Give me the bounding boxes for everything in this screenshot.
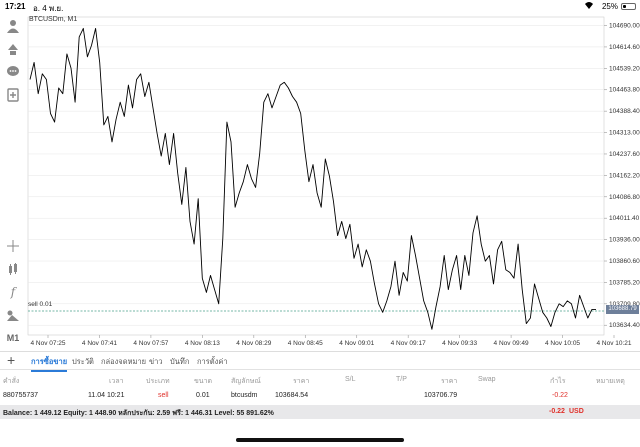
home-indicator <box>236 438 404 442</box>
left-toolbar: f M1 <box>0 14 26 351</box>
col-tp: T/P <box>396 376 407 383</box>
profit-currency: USD <box>569 408 584 415</box>
status-bar: 17:21 อ. 4 พ.ย. 25% <box>0 0 640 14</box>
x-tick-label: 4 Nov 07:57 <box>133 340 168 347</box>
y-tick-label: 104614.60 <box>609 44 640 51</box>
x-tick-label: 4 Nov 09:33 <box>442 340 477 347</box>
x-tick-label: 4 Nov 09:49 <box>494 340 529 347</box>
y-tick-label: 103634.40 <box>609 322 640 329</box>
y-tick-label: 104388.40 <box>609 108 640 115</box>
y-tick-label: 104463.80 <box>609 87 640 94</box>
user-icon[interactable] <box>5 18 21 34</box>
x-tick-label: 4 Nov 10:21 <box>596 340 631 347</box>
x-tick-label: 4 Nov 09:01 <box>339 340 374 347</box>
col-profit: กำไร <box>550 378 566 385</box>
col-symbol: สัญลักษณ์ <box>231 378 261 385</box>
crosshair-icon[interactable] <box>5 238 21 254</box>
toolbox-panel: + การซื้อขาย ประวัติ กล่องจดหมาย ข่าว บั… <box>0 351 640 447</box>
y-tick-label: 103709.80 <box>609 301 640 308</box>
col-type: ประเภท <box>146 378 170 385</box>
x-tick-label: 4 Nov 08:13 <box>185 340 220 347</box>
x-tick-label: 4 Nov 08:45 <box>288 340 323 347</box>
chart-symbol-label: BTCUSDm, M1 <box>29 16 78 23</box>
y-tick-label: 104011.40 <box>609 215 640 222</box>
x-tick-label: 4 Nov 10:05 <box>545 340 580 347</box>
wifi-icon <box>584 1 594 12</box>
tab-news[interactable]: ข่าว <box>149 357 163 366</box>
new-order-icon[interactable] <box>5 87 21 103</box>
order-time[interactable]: 11.04 10:21 <box>88 392 125 399</box>
y-tick-label: 103936.00 <box>609 237 640 244</box>
y-tick-label: 104237.60 <box>609 151 640 158</box>
y-tick-label: 104690.00 <box>609 23 640 30</box>
plot-frame <box>27 16 605 336</box>
y-tick-label: 104162.20 <box>609 172 640 179</box>
objects-icon[interactable] <box>5 307 21 323</box>
order-profit[interactable]: -0.22 <box>552 392 568 399</box>
battery-level <box>623 5 627 8</box>
tab-trade[interactable]: การซื้อขาย <box>31 356 68 372</box>
battery-icon <box>621 3 636 10</box>
tab-settings[interactable]: การตั้งค่า <box>197 357 228 366</box>
col-sl: S/L <box>345 376 356 383</box>
col-swap: Swap <box>478 376 496 383</box>
order-id[interactable]: 880755737 <box>3 392 39 399</box>
chart-canvas: 104690.00 104614.60 104539.20 104463.80 1043… <box>27 16 640 347</box>
col-open-price: ราคา <box>293 378 310 385</box>
y-tick-label: 104313.00 <box>609 130 640 137</box>
indicators-icon[interactable]: f <box>10 285 16 299</box>
order-line-label[interactable]: sell 0.01 <box>28 301 53 308</box>
tab-history[interactable]: ประวัติ <box>72 357 94 366</box>
col-order: คำสั่ง <box>3 378 20 385</box>
y-tick-label: 103860.60 <box>609 258 640 265</box>
x-tick-label: 4 Nov 07:41 <box>82 340 117 347</box>
total-profit: -0.22 <box>549 408 565 415</box>
col-price: ราคา <box>441 378 458 385</box>
x-tick-label: 4 Nov 07:25 <box>30 340 65 347</box>
tab-mailbox[interactable]: กล่องจดหมาย <box>101 357 147 366</box>
tab-journal[interactable]: บันทึก <box>170 357 190 366</box>
price-series-line <box>29 27 596 330</box>
timeframe-icon[interactable]: M1 <box>6 333 20 343</box>
order-type[interactable]: sell <box>158 392 169 399</box>
col-comment: หมายเหตุ <box>596 378 625 385</box>
battery-percent: 25% <box>601 2 618 11</box>
add-button[interactable]: + <box>7 352 16 368</box>
balance-summary: Balance: 1 449.12 Equity: 1 448.90 หลักป… <box>3 410 274 417</box>
chat-icon[interactable] <box>5 64 21 80</box>
y-tick-label: 104539.20 <box>609 65 640 72</box>
current-price-tag: 103688.79 <box>606 304 639 314</box>
col-time: เวลา <box>109 378 124 385</box>
x-tick-label: 4 Nov 08:29 <box>236 340 271 347</box>
order-current-price[interactable]: 103706.79 <box>424 392 458 399</box>
balance-bar: Balance: 1 449.12 Equity: 1 448.90 หลักป… <box>0 405 640 419</box>
toolbox-tabs: + การซื้อขาย ประวัติ กล่องจดหมาย ข่าว บั… <box>0 352 640 372</box>
status-date: อ. 4 พ.ย. <box>33 4 64 13</box>
col-size: ขนาด <box>194 378 213 385</box>
y-tick-label: 104086.80 <box>609 194 640 201</box>
order-symbol[interactable]: btcusdm <box>231 392 258 399</box>
status-time: 17:21 <box>5 2 26 11</box>
order-size[interactable]: 0.01 <box>196 392 210 399</box>
trade-arrows-icon[interactable] <box>5 41 21 57</box>
y-tick-label: 103785.20 <box>609 279 640 286</box>
price-chart[interactable]: 104690.00 104614.60 104539.20 104463.80 1043… <box>26 14 640 351</box>
candlestick-icon[interactable] <box>5 261 21 277</box>
order-open-price[interactable]: 103684.54 <box>275 392 309 399</box>
x-tick-label: 4 Nov 09:17 <box>391 340 426 347</box>
